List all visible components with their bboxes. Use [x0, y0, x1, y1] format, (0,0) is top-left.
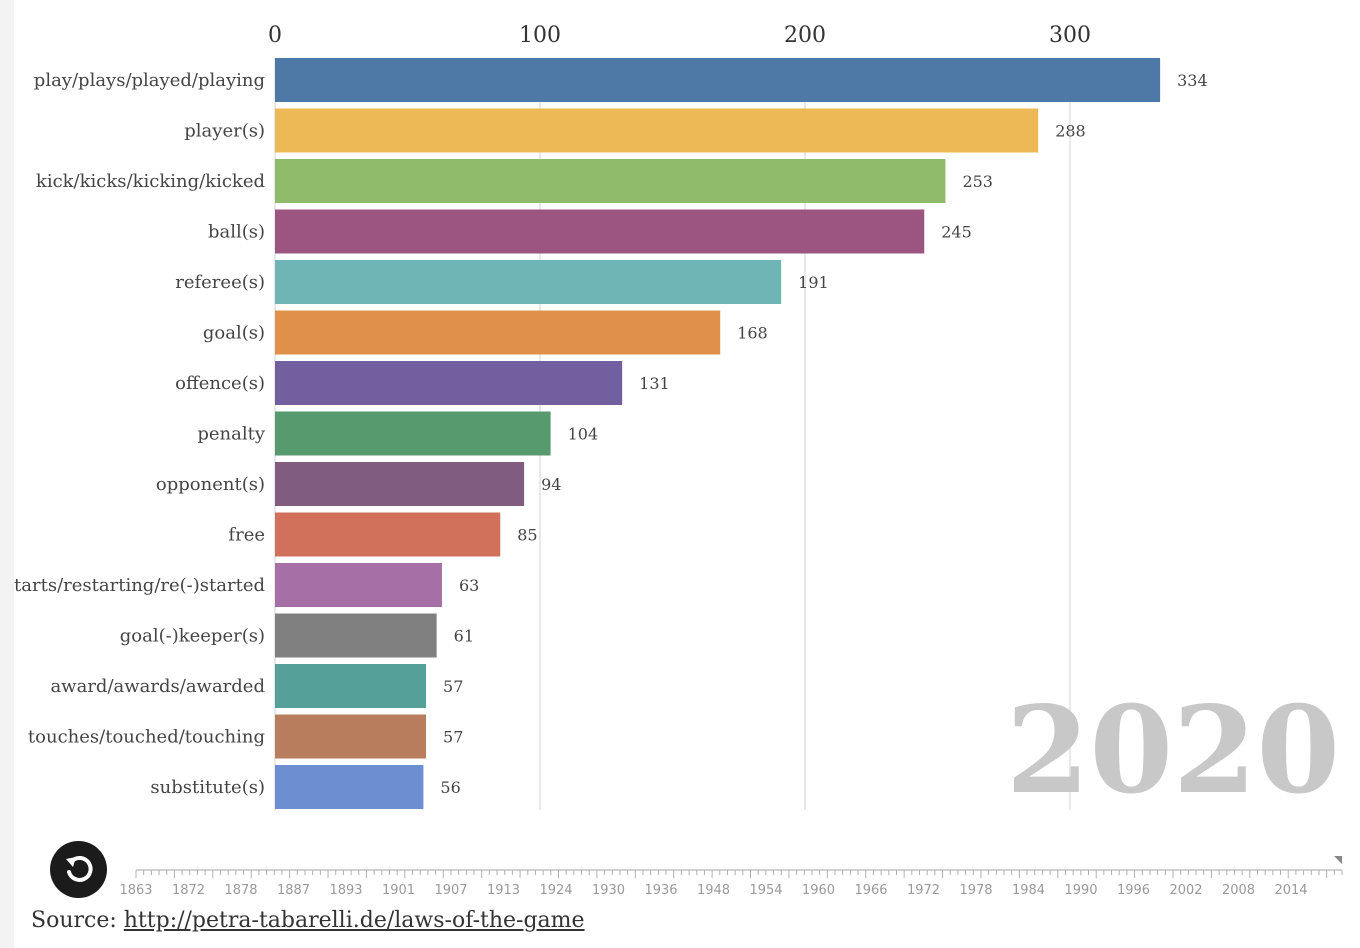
category-label: opponent(s)	[156, 474, 265, 495]
timeline-year-label[interactable]: 1978	[959, 883, 992, 898]
timeline-year-label[interactable]: 1948	[697, 883, 730, 898]
timeline-year-label[interactable]: 1966	[854, 883, 887, 898]
chart-container: 0 100 200 300 2020 play/plays/played/playin…	[14, 0, 1360, 948]
category-label: offence(s)	[175, 373, 265, 394]
timeline-year-label[interactable]: 1893	[329, 883, 362, 898]
x-tick-label: 200	[784, 23, 826, 48]
value-label: 61	[454, 627, 474, 646]
category-label: play/plays/played/playing	[34, 70, 265, 91]
value-label: 334	[1177, 71, 1208, 90]
bar	[275, 462, 525, 506]
value-label: 56	[440, 778, 460, 797]
category-label: kick/kicks/kicking/kicked	[36, 171, 265, 192]
bar	[275, 613, 437, 658]
source-link[interactable]: http://petra-tabarelli.de/laws-of-the-ga…	[123, 908, 585, 933]
x-tick-label: 300	[1049, 23, 1091, 48]
x-axis-ticks: 0 100 200 300	[268, 23, 1091, 48]
bar	[275, 765, 424, 809]
bar	[275, 260, 782, 304]
bar	[275, 209, 925, 254]
value-label: 191	[798, 273, 829, 292]
timeline-year-label[interactable]: 1887	[277, 883, 310, 898]
value-label: 85	[517, 526, 537, 545]
bar	[275, 310, 721, 355]
replay-icon	[65, 855, 93, 882]
value-label: 63	[459, 576, 479, 595]
timeline-year-label[interactable]: 2002	[1169, 883, 1202, 898]
timeline-year-label[interactable]: 1913	[487, 883, 520, 898]
value-label: 104	[568, 425, 599, 444]
value-label: 57	[443, 728, 463, 747]
timeline-year-label[interactable]: 1960	[802, 883, 835, 898]
value-label: 57	[443, 677, 463, 696]
category-label: substitute(s)	[150, 777, 265, 798]
timeline-year-label[interactable]: 1872	[172, 883, 205, 898]
value-label: 288	[1055, 122, 1086, 141]
timeline-year-label[interactable]: 2008	[1222, 883, 1255, 898]
timeline-year-label[interactable]: 1954	[749, 883, 782, 898]
timeline-year-label[interactable]: 2014	[1274, 883, 1307, 898]
source-label: Source:	[31, 908, 117, 933]
bars: play/plays/played/playing 334 player(s) 288…	[14, 58, 1208, 809]
timeline-year-label[interactable]: 1990	[1064, 883, 1097, 898]
timeline-handle[interactable]	[1334, 856, 1342, 864]
bar	[275, 159, 946, 203]
replay-button[interactable]	[50, 841, 107, 898]
category-label: referee(s)	[175, 272, 265, 293]
category-label: goal(s)	[203, 323, 265, 344]
timeline-year-label[interactable]: 1863	[119, 883, 152, 898]
category-label: touches/touched/touching	[28, 727, 265, 748]
category-label: restarts/restarting/re(-)started	[14, 575, 265, 596]
timeline-year-label[interactable]: 1984	[1012, 883, 1045, 898]
category-label: award/awards/awarded	[50, 676, 265, 697]
timeline-year-label[interactable]: 1996	[1117, 883, 1150, 898]
timeline-year-label[interactable]: 1924	[539, 883, 572, 898]
bar	[275, 512, 501, 557]
bar	[275, 664, 427, 708]
bar-chart: 0 100 200 300 2020 play/plays/played/playin…	[14, 23, 1343, 898]
bar	[275, 563, 442, 607]
value-label: 94	[541, 475, 561, 494]
timeline-year-label[interactable]: 1901	[382, 883, 415, 898]
timeline-year-label[interactable]: 1972	[907, 883, 940, 898]
value-label: 168	[737, 324, 768, 343]
bar	[275, 411, 551, 456]
timeline-year-label[interactable]: 1878	[224, 883, 257, 898]
value-label: 245	[941, 223, 972, 242]
category-label: penalty	[197, 424, 265, 445]
timeline-year-label[interactable]: 1930	[592, 883, 625, 898]
timeline[interactable]: 1863 1872 1878 1887 1893 1901 1907 1913 1924 1930…	[119, 856, 1343, 898]
bar	[275, 714, 427, 759]
bar	[275, 361, 623, 405]
category-label: goal(-)keeper(s)	[120, 626, 265, 647]
timeline-year-label[interactable]: 1907	[434, 883, 467, 898]
timeline-year-label[interactable]: 1936	[644, 883, 677, 898]
x-tick-label: 0	[268, 23, 282, 48]
category-label: ball(s)	[208, 222, 265, 243]
category-label: player(s)	[184, 121, 265, 142]
bar	[275, 108, 1039, 153]
value-label: 253	[962, 172, 993, 191]
value-label: 131	[639, 374, 670, 393]
source-line: Source: http://petra-tabarelli.de/laws-o…	[31, 908, 585, 933]
bar	[275, 58, 1161, 102]
x-tick-label: 100	[519, 23, 561, 48]
year-label: 2020	[1006, 680, 1340, 821]
category-label: free	[228, 525, 265, 546]
